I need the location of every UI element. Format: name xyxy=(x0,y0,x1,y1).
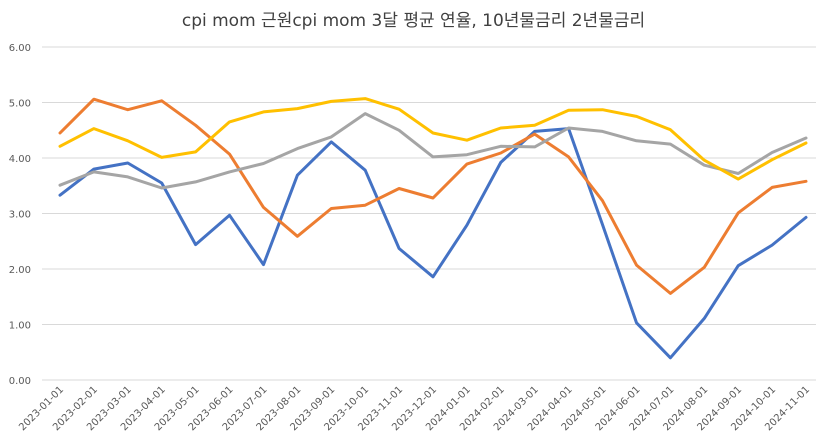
y-tick-label: 3.00 xyxy=(9,210,31,221)
series-line-4 xyxy=(58,97,808,181)
series-line-3 xyxy=(58,112,808,190)
gridlines xyxy=(42,46,816,381)
x-axis-ticks: 2023-01-012023-02-012023-03-012023-04-01… xyxy=(17,384,812,433)
chart-title: cpi mom 근원cpi mom 3달 평균 연율, 10년물금리 2년물금리 xyxy=(181,11,646,31)
y-tick-label: 1.00 xyxy=(9,321,31,332)
y-tick-label: 2.00 xyxy=(9,265,31,276)
y-tick-label: 0.00 xyxy=(9,376,31,387)
y-tick-label: 6.00 xyxy=(9,43,31,54)
series-line-2 xyxy=(58,97,808,295)
series-line-1 xyxy=(58,127,808,360)
y-tick-label: 4.00 xyxy=(9,154,31,165)
series-lines xyxy=(58,97,808,360)
y-axis-ticks: 0.00 1.00 2.00 3.00 4.00 5.00 6.00 xyxy=(9,43,31,387)
y-tick-label: 5.00 xyxy=(9,99,31,110)
